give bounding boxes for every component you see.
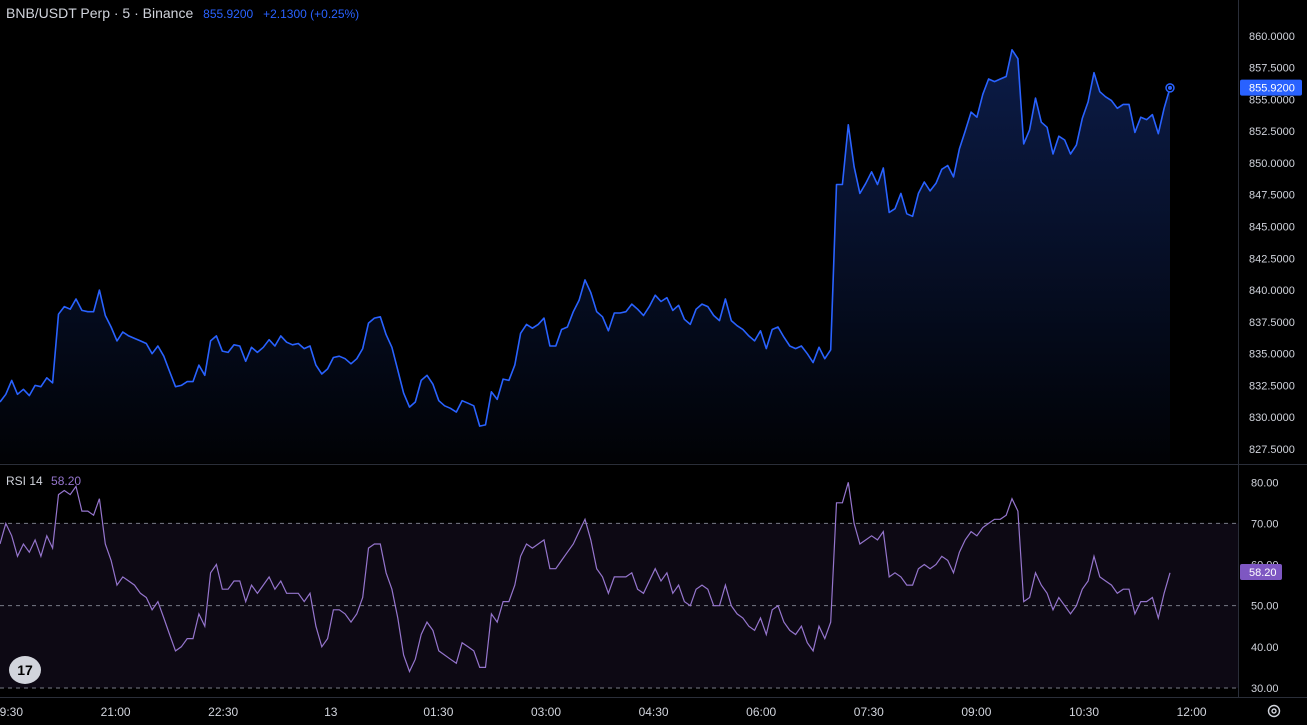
symbol-title[interactable]: BNB/USDT Perp · 5 · Binance — [6, 5, 194, 21]
rsi-badge-bg — [1240, 563, 1282, 580]
time-tick-label: 22:30 — [208, 705, 238, 719]
rsi-tick-label: 70.00 — [1251, 518, 1279, 530]
price-change: +2.1300 (+0.25%) — [263, 7, 360, 21]
time-tick-label: 21:00 — [101, 705, 131, 719]
rsi-tick-label: 40.00 — [1251, 642, 1279, 654]
time-tick-label: 03:00 — [531, 705, 561, 719]
time-tick-label: 06:00 — [746, 705, 776, 719]
price-tick-label: 855.0000 — [1249, 94, 1295, 106]
price-line — [0, 49, 1171, 427]
time-tick-label: 09:00 — [961, 705, 991, 719]
last-price-dot — [1168, 85, 1172, 90]
rsi-tick-label: 50.00 — [1251, 601, 1279, 613]
rsi-line — [0, 482, 1171, 674]
last-price: 855.9200 — [203, 7, 254, 21]
price-tick-label: 832.5000 — [1249, 380, 1295, 392]
price-tick-label: 860.0000 — [1249, 31, 1295, 43]
time-tick-label: 01:30 — [423, 705, 453, 719]
rsi-legend[interactable]: RSI 14 58.20 — [6, 474, 81, 488]
price-tick-label: 842.5000 — [1249, 253, 1295, 265]
price-tick-label: 830.0000 — [1249, 412, 1295, 424]
price-area — [0, 49, 1170, 464]
time-tick-label: 07:30 — [854, 705, 884, 719]
price-tick-label: 840.0000 — [1249, 285, 1295, 297]
rsi-title[interactable]: RSI 14 — [6, 474, 43, 488]
price-tick-label: 857.5000 — [1249, 63, 1295, 75]
time-tick-label: 04:30 — [639, 705, 669, 719]
price-tick-label: 835.0000 — [1249, 349, 1295, 361]
tradingview-logo-icon[interactable]: 17 — [9, 656, 41, 684]
symbol-legend[interactable]: BNB/USDT Perp · 5 · Binance 855.9200 +2.… — [6, 5, 359, 21]
price-badge-bg — [1240, 79, 1302, 96]
price-badge-text: 855.9200 — [1249, 83, 1295, 95]
price-tick-label: 847.5000 — [1249, 190, 1295, 202]
price-tick-label: 852.5000 — [1249, 126, 1295, 138]
time-tick-label: 13 — [324, 705, 338, 719]
price-tick-label: 827.5000 — [1249, 444, 1295, 456]
time-tick-label: 19:30 — [0, 705, 23, 719]
rsi-tick-label: 30.00 — [1251, 683, 1279, 695]
time-tick-label: 12:00 — [1177, 705, 1207, 719]
rsi-tick-label: 80.00 — [1251, 477, 1279, 489]
rsi-value: 58.20 — [51, 474, 82, 488]
gear-icon[interactable] — [1266, 703, 1282, 719]
price-tick-label: 837.5000 — [1249, 317, 1295, 329]
time-tick-label: 10:30 — [1069, 705, 1099, 719]
price-tick-label: 850.0000 — [1249, 158, 1295, 170]
price-tick-label: 845.0000 — [1249, 222, 1295, 234]
rsi-badge-text: 58.20 — [1249, 567, 1277, 579]
